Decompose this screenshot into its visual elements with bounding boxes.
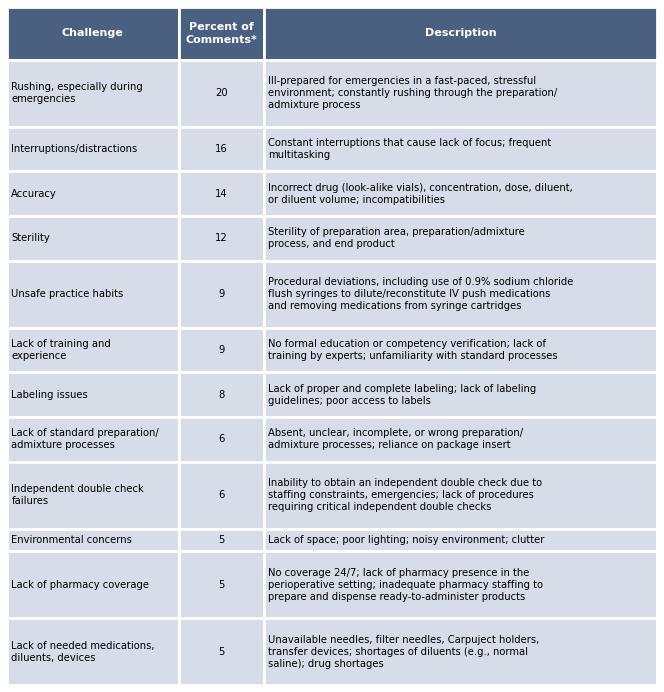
Text: Incorrect drug (look-alike vials), concentration, dose, diluent,
or diluent volu: Incorrect drug (look-alike vials), conce…: [268, 183, 573, 205]
Text: Lack of pharmacy coverage: Lack of pharmacy coverage: [11, 580, 149, 590]
Text: 5: 5: [218, 580, 224, 590]
Bar: [264, 216, 657, 261]
Bar: [264, 127, 657, 172]
Text: 6: 6: [218, 435, 224, 444]
Bar: [179, 7, 264, 60]
Bar: [7, 551, 179, 618]
Text: 5: 5: [218, 535, 224, 545]
Bar: [264, 172, 657, 216]
Text: Procedural deviations, including use of 0.9% sodium chloride
flush syringes to d: Procedural deviations, including use of …: [268, 277, 574, 311]
Bar: [179, 261, 264, 328]
Bar: [179, 462, 264, 529]
Bar: [179, 127, 264, 172]
Bar: [7, 417, 179, 462]
Bar: [179, 529, 264, 551]
Bar: [179, 551, 264, 618]
Text: Lack of training and
experience: Lack of training and experience: [11, 339, 111, 361]
Text: Environmental concerns: Environmental concerns: [11, 535, 132, 545]
Text: Description: Description: [425, 28, 496, 38]
Bar: [264, 462, 657, 529]
Text: 5: 5: [218, 646, 224, 657]
Text: 12: 12: [215, 233, 228, 244]
Text: Percent of
Comments*: Percent of Comments*: [185, 22, 258, 44]
Text: Lack of standard preparation/
admixture processes: Lack of standard preparation/ admixture …: [11, 428, 159, 450]
Text: Lack of space; poor lighting; noisy environment; clutter: Lack of space; poor lighting; noisy envi…: [268, 535, 544, 545]
Bar: [264, 417, 657, 462]
Text: Lack of needed medications,
diluents, devices: Lack of needed medications, diluents, de…: [11, 641, 155, 662]
Bar: [179, 618, 264, 685]
Text: 16: 16: [215, 144, 228, 154]
Text: 20: 20: [215, 89, 228, 98]
Bar: [179, 172, 264, 216]
Text: Independent double check
failures: Independent double check failures: [11, 484, 144, 507]
Bar: [264, 7, 657, 60]
Bar: [264, 551, 657, 618]
Text: 14: 14: [215, 189, 228, 199]
Bar: [7, 172, 179, 216]
Text: Sterility: Sterility: [11, 233, 50, 244]
Bar: [7, 60, 179, 127]
Text: Rushing, especially during
emergencies: Rushing, especially during emergencies: [11, 82, 143, 104]
Bar: [264, 529, 657, 551]
Text: Ill-prepared for emergencies in a fast-paced, stressful
environment; constantly : Ill-prepared for emergencies in a fast-p…: [268, 76, 558, 110]
Text: No formal education or competency verification; lack of
training by experts; unf: No formal education or competency verifi…: [268, 339, 558, 361]
Text: No coverage 24/7; lack of pharmacy presence in the
perioperative setting; inadeq: No coverage 24/7; lack of pharmacy prese…: [268, 567, 543, 601]
Text: Challenge: Challenge: [62, 28, 124, 38]
Bar: [7, 529, 179, 551]
Text: Accuracy: Accuracy: [11, 189, 57, 199]
Text: Inability to obtain an independent double check due to
staffing constraints, eme: Inability to obtain an independent doubl…: [268, 478, 542, 512]
Bar: [179, 417, 264, 462]
Text: Constant interruptions that cause lack of focus; frequent
multitasking: Constant interruptions that cause lack o…: [268, 138, 552, 160]
Text: Labeling issues: Labeling issues: [11, 390, 88, 400]
Text: 6: 6: [218, 490, 224, 500]
Bar: [179, 60, 264, 127]
Bar: [179, 372, 264, 417]
Text: Interruptions/distractions: Interruptions/distractions: [11, 144, 137, 154]
Bar: [7, 127, 179, 172]
Bar: [179, 216, 264, 261]
Bar: [7, 372, 179, 417]
Bar: [7, 328, 179, 372]
Text: Unsafe practice habits: Unsafe practice habits: [11, 289, 124, 300]
Bar: [179, 328, 264, 372]
Text: Sterility of preparation area, preparation/admixture
process, and end product: Sterility of preparation area, preparati…: [268, 228, 525, 249]
Text: 9: 9: [218, 289, 224, 300]
Text: 9: 9: [218, 345, 224, 355]
Bar: [7, 261, 179, 328]
Bar: [7, 462, 179, 529]
Bar: [7, 7, 179, 60]
Text: Absent, unclear, incomplete, or wrong preparation/
admixture processes; reliance: Absent, unclear, incomplete, or wrong pr…: [268, 428, 523, 450]
Text: Lack of proper and complete labeling; lack of labeling
guidelines; poor access t: Lack of proper and complete labeling; la…: [268, 384, 537, 406]
Bar: [264, 261, 657, 328]
Text: Unavailable needles, filter needles, Carpuject holders,
transfer devices; shorta: Unavailable needles, filter needles, Car…: [268, 635, 540, 668]
Bar: [264, 60, 657, 127]
Text: 8: 8: [218, 390, 224, 400]
Bar: [264, 618, 657, 685]
Bar: [264, 372, 657, 417]
Bar: [264, 328, 657, 372]
Bar: [7, 216, 179, 261]
Bar: [7, 618, 179, 685]
